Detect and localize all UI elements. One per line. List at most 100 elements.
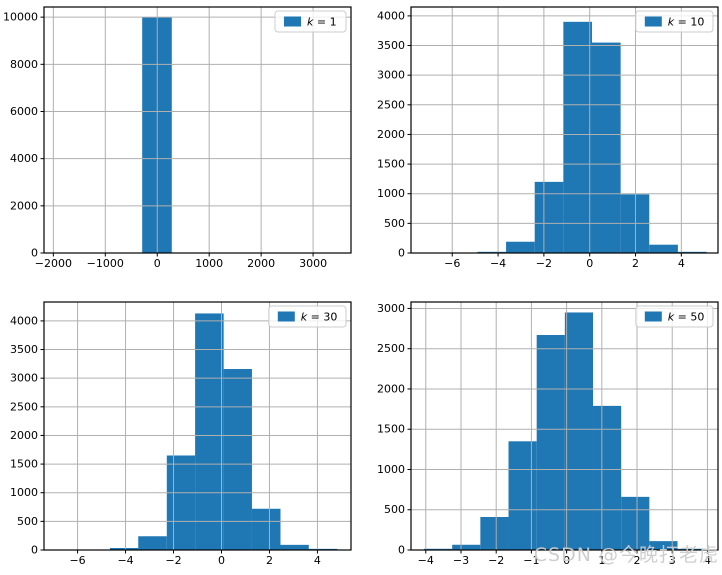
y-tick-label: 4000 xyxy=(377,9,405,22)
axes-spines xyxy=(410,6,719,254)
histogram-canvas: −6 −4 −2 0 2 4 0 500 1000 1500 2000 2500 3000 3500 400… xyxy=(377,6,719,270)
legend-box xyxy=(635,10,714,33)
histogram-bar xyxy=(223,369,252,550)
legend: k = 10 xyxy=(635,10,714,33)
x-tick-label: −6 xyxy=(69,554,85,567)
tick-labels: −6 −4 −2 0 2 4 0 500 1000 1500 2000 2500 3000 3500 400… xyxy=(10,314,321,567)
histogram-bar xyxy=(138,536,167,550)
y-tick-label: 4000 xyxy=(10,152,38,165)
tick-marks xyxy=(40,16,314,257)
subplot-k1: −2000 −1000 0 1000 2000 3000 0 2000 4000 6000 8000… xyxy=(0,0,361,291)
y-tick-label: 3000 xyxy=(377,302,405,315)
y-tick-label: 2000 xyxy=(377,128,405,141)
legend-swatch xyxy=(284,16,301,27)
gridlines xyxy=(44,7,351,254)
x-tick-label: −4 xyxy=(418,554,434,567)
histogram-bar xyxy=(649,541,678,550)
x-tick-label: −4 xyxy=(490,257,506,270)
histogram-bar xyxy=(536,335,565,550)
tick-marks xyxy=(40,320,318,554)
histogram-bar xyxy=(563,21,592,253)
y-tick-label: 0 xyxy=(398,247,405,260)
histogram-bar xyxy=(564,312,594,550)
x-tick-label: 4 xyxy=(704,554,711,567)
legend-box xyxy=(274,10,347,33)
histogram-bar xyxy=(166,455,196,550)
x-tick-label: 4 xyxy=(678,257,685,270)
y-tick-label: 3500 xyxy=(10,343,38,356)
tick-marks xyxy=(407,15,682,257)
x-tick-label: 2 xyxy=(634,554,641,567)
subplot-k50: −4 −3 −2 −1 0 1 2 3 4 0 500 1000 1500 2000 2500 3000 k =… xyxy=(361,287,722,575)
x-tick-label: 0 xyxy=(218,554,225,567)
subplot-k30: −6 −4 −2 0 2 4 0 500 1000 1500 2000 2500 3000 3500 400… xyxy=(0,287,361,575)
y-tick-label: 1500 xyxy=(10,458,38,471)
y-tick-label: 1500 xyxy=(377,158,405,171)
histogram-bar xyxy=(480,516,509,550)
y-tick-label: 1000 xyxy=(377,463,405,476)
tick-labels: −4 −3 −2 −1 0 1 2 3 4 0 500 1000 1500 2000 2500 3000 xyxy=(377,302,711,567)
x-tick-label: 0 xyxy=(154,257,161,270)
histogram-bar xyxy=(251,508,281,550)
y-tick-label: 0 xyxy=(398,544,405,557)
legend-swatch xyxy=(644,311,662,322)
x-tick-label: −6 xyxy=(444,257,460,270)
y-tick-label: 2500 xyxy=(10,400,38,413)
gridlines xyxy=(411,7,718,254)
y-tick-label: 3000 xyxy=(10,372,38,385)
y-tick-label: 10000 xyxy=(3,11,38,24)
y-tick-label: 500 xyxy=(384,503,405,516)
y-tick-label: 500 xyxy=(384,217,405,230)
x-tick-label: −2 xyxy=(536,257,552,270)
x-tick-label: −1 xyxy=(523,554,539,567)
y-tick-label: 2000 xyxy=(10,429,38,442)
legend-label: k = 10 xyxy=(668,16,705,29)
subplot-k10: −6 −4 −2 0 2 4 0 500 1000 1500 2000 2500 3000 3500 400… xyxy=(361,0,722,291)
legend-box xyxy=(635,305,714,328)
legend: k = 30 xyxy=(268,305,347,328)
y-tick-label: 2500 xyxy=(377,98,405,111)
histogram-bar xyxy=(649,244,678,253)
legend: k = 50 xyxy=(635,305,714,328)
histogram-bar xyxy=(195,313,224,550)
x-tick-label: 0 xyxy=(563,554,570,567)
y-tick-label: 2500 xyxy=(377,342,405,355)
histogram-canvas: −6 −4 −2 0 2 4 0 500 1000 1500 2000 2500 3000 3500 400… xyxy=(10,301,352,567)
histogram-bar xyxy=(424,548,453,550)
legend-swatch xyxy=(277,311,295,322)
x-tick-label: −2 xyxy=(488,554,504,567)
axes-spines xyxy=(43,6,352,254)
histogram-bar xyxy=(280,544,309,550)
histogram-bar xyxy=(591,42,621,253)
y-tick-label: 0 xyxy=(31,544,38,557)
y-tick-label: 4000 xyxy=(10,314,38,327)
x-tick-label: −3 xyxy=(453,554,469,567)
x-tick-label: 1000 xyxy=(195,257,223,270)
histogram-bars xyxy=(109,313,338,550)
x-tick-label: 2 xyxy=(632,257,639,270)
axes-spines xyxy=(43,301,352,551)
y-tick-label: 3000 xyxy=(377,69,405,82)
y-tick-label: 0 xyxy=(31,247,38,260)
x-tick-label: 0 xyxy=(586,257,593,270)
y-tick-label: 1000 xyxy=(10,486,38,499)
y-tick-label: 6000 xyxy=(10,105,38,118)
x-tick-label: 4 xyxy=(314,554,321,567)
tick-marks xyxy=(407,307,708,554)
tick-labels: −2000 −1000 0 1000 2000 3000 0 2000 4000 6000 8000… xyxy=(3,11,327,270)
x-tick-label: 2 xyxy=(266,554,273,567)
y-tick-label: 2000 xyxy=(10,199,38,212)
legend-box xyxy=(268,305,347,328)
histogram-bar xyxy=(534,181,564,253)
gridlines xyxy=(411,302,718,551)
histogram-bar xyxy=(593,405,622,550)
histogram-canvas: −4 −3 −2 −1 0 1 2 3 4 0 500 1000 1500 2000 2500 3000 k =… xyxy=(377,301,719,567)
y-tick-label: 8000 xyxy=(10,58,38,71)
legend-label: k = 50 xyxy=(668,311,705,324)
histogram-bar xyxy=(621,496,650,550)
x-tick-label: −2000 xyxy=(35,257,72,270)
histogram-bar xyxy=(677,548,706,550)
x-tick-label: 3000 xyxy=(299,257,327,270)
histogram-bar xyxy=(506,241,535,253)
